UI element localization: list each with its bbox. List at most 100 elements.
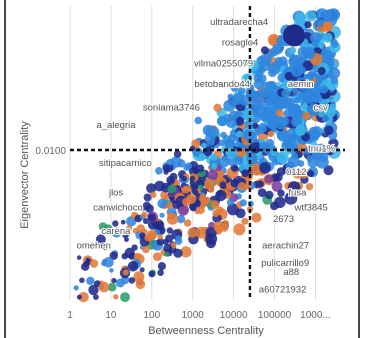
scatter-point [143,193,152,202]
scatter-point [103,224,113,234]
scatter-point [291,116,302,127]
scatter-point [210,154,218,161]
x-axis-title: Betweenness Centrality [148,325,264,337]
scatter-point [124,237,129,243]
y-axis-title: Eigenvector Centrality [19,121,31,229]
scatter-point [235,208,246,219]
scatter-point [156,237,165,246]
point-label: sitipacarnico [99,158,152,169]
scatter-point [295,124,307,136]
x-tick-label: 100000 [258,310,292,321]
scatter-point [213,103,222,112]
scatter-point [150,191,157,198]
scatter-point [128,277,136,284]
scatter-point [112,220,119,227]
scatter-point [157,234,163,240]
scatter-point [113,294,119,300]
scatter-point [274,116,288,130]
scatter-point [173,150,182,158]
scatter-point [101,260,107,267]
scatter-point [189,175,196,182]
scatter-point [146,183,157,194]
point-label: a88 [283,267,299,278]
x-tick-label: 10 [105,310,117,321]
scatter-point [182,197,192,207]
scatter-point [274,57,283,65]
point-label: 2673 [273,214,294,225]
axis-ticks: 1 10 100 1000 10000 100000 1000... 0.0100 [35,146,330,321]
scatter-point [285,161,296,172]
scatter-point [281,89,291,98]
scatter-point [218,139,226,147]
scatter-point [288,133,297,142]
scatter-point [316,18,325,27]
scatter-point [245,131,258,144]
scatter-point [298,81,308,92]
scatter-point [115,278,125,288]
x-tick-label: 10000 [220,310,248,321]
scatter-point [183,219,192,227]
reference-lines [70,6,345,300]
point-label: betobando44 [194,79,249,90]
scatter-point [121,253,128,260]
right-frame-border [358,0,360,338]
scatter-point [317,66,326,76]
scatter-point [159,212,165,218]
scatter-point [322,32,333,43]
point-label: 0112 [286,167,306,178]
scatter-point [238,86,246,95]
scatter-point [267,130,274,138]
scatter-point [93,294,99,300]
scatter-point [264,174,274,184]
point-labels: ultradarecha4 rosaglo4 vilma0255079 betoban… [75,16,336,297]
scatter-point [242,58,250,66]
scatter-point [331,40,339,48]
x-tick-label: 1000... [300,310,331,321]
scatter-point [78,291,89,303]
scatter-point [111,227,122,238]
scatter-point [148,270,155,278]
point-label: pulicarrillo9 [261,258,309,269]
scatter-point [122,269,129,276]
scatter-point [175,235,182,242]
scatter-point [192,184,199,191]
scatter-point [170,242,177,249]
scatter-point [181,175,187,182]
scatter-point [283,24,306,47]
scatter-point [212,209,220,217]
scatter-point [226,138,236,148]
scatter-point [254,129,261,136]
scatter-point [225,182,232,189]
scatter-point [180,246,192,258]
scatter-point [260,46,269,55]
scatter-point [323,165,334,176]
scatter-point [146,229,158,241]
scatter-point [127,261,139,272]
scatter-point [154,220,162,228]
scatter-point [111,277,117,284]
scatter-point [329,103,337,111]
scatter-point [173,248,183,258]
scatter-point [213,221,225,233]
scatter-point [276,131,286,140]
scatter-point [237,182,246,191]
scatter-point [259,125,267,133]
scatter-point [88,284,99,296]
scatter-point [205,227,217,239]
scatter-point [98,281,110,293]
scatter-point [253,78,265,90]
scatter-point [120,219,126,225]
scatter-point [241,217,249,225]
scatter-point [85,257,90,262]
scatter-point [257,66,266,75]
point-label: aerachin27 [262,241,309,252]
scatter-point [302,111,311,121]
scatter-point [162,164,171,173]
scatter-point [216,169,225,178]
scatter-point [102,244,109,251]
scatter-point [305,10,317,22]
scatter-point [239,94,251,106]
scatter-point [227,156,237,166]
scatter-point [288,46,297,55]
scatter-point [268,62,282,75]
